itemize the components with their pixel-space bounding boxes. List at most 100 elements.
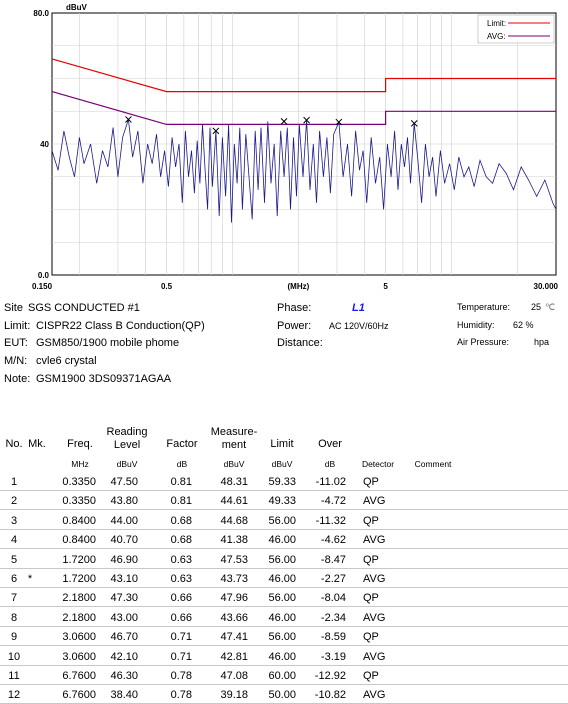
cell-limit: 46.00 [268, 573, 296, 585]
row-separator [0, 509, 568, 511]
cell-limit: 56.00 [268, 553, 296, 566]
cell-freq: 6.7600 [62, 670, 96, 682]
cell-factor: 0.71 [170, 650, 192, 663]
peak-marker [212, 127, 220, 135]
cell-factor: 0.71 [170, 631, 192, 644]
cell-limit: 46.00 [268, 611, 296, 624]
cell-measure: 44.68 [220, 514, 248, 527]
cell-over: -3.19 [320, 650, 346, 663]
cell-measure: 41.38 [220, 534, 248, 547]
cell-factor: 0.66 [170, 611, 192, 624]
cell-detector: QP [363, 592, 379, 605]
header-freq: Freq. [67, 438, 93, 450]
header-over: Over [318, 438, 342, 450]
cell-detector: AVG [363, 495, 386, 508]
peak-marker-stroke [410, 120, 418, 127]
x-tick-label: 30.000 [534, 282, 559, 291]
peak-marker [125, 116, 132, 123]
cell-measure: 39.18 [220, 689, 248, 702]
cell-factor: 0.78 [170, 689, 192, 702]
site-label: Site [4, 302, 23, 314]
cell-detector: AVG [363, 534, 386, 547]
cell-limit: 50.00 [268, 689, 296, 702]
cell-factor: 0.68 [170, 514, 192, 527]
cell-detector: QP [363, 553, 379, 566]
cell-over: -12.92 [314, 670, 346, 682]
row-separator [0, 684, 568, 685]
legend-label-limit: Limit: [487, 19, 506, 28]
cell-limit: 60.00 [268, 670, 296, 682]
cell-measure: 47.08 [220, 670, 248, 682]
note-label: Note: [4, 373, 31, 385]
unit-comment: Comment [414, 459, 452, 469]
cell-over: -11.02 [315, 476, 346, 488]
cell-no: 12 [7, 689, 21, 702]
cell-measure: 43.73 [220, 573, 248, 585]
cell-reading: 47.30 [110, 592, 138, 605]
humidity-label: Humidity: [457, 320, 495, 330]
y-tick-label: 40 [40, 140, 49, 149]
cell-limit: 59.33 [268, 476, 296, 488]
cell-freq: 2.1800 [62, 592, 96, 605]
header-factor: Factor [166, 438, 198, 450]
cell-measure: 44.61 [220, 495, 248, 508]
header-reading-2: Level [113, 439, 141, 451]
cell-no: 6 [10, 573, 18, 585]
temperature-label: Temperature: [457, 302, 511, 312]
site-value: SGS CONDUCTED #1 [28, 302, 140, 314]
y-tick-label: 0.0 [38, 271, 50, 280]
cell-over: -8.59 [320, 631, 346, 644]
power-label: Power: [277, 320, 312, 332]
peak-marker [280, 118, 288, 125]
cell-over: -10.82 [314, 689, 346, 702]
cell-freq: 0.8400 [62, 514, 96, 527]
cell-detector: QP [363, 631, 379, 644]
eut-value: GSM850/1900 mobile phome [36, 337, 180, 349]
cell-freq: 0.3350 [62, 495, 96, 508]
measurement-trace [51, 119, 557, 223]
cell-factor: 0.78 [170, 670, 192, 682]
note-value: GSM1900 3DS09371AGAA [36, 373, 172, 385]
cell-detector: AVG [363, 573, 386, 585]
cell-measure: 43.66 [220, 611, 248, 624]
unit-detector: Detector [361, 459, 395, 469]
distance-label: Distance: [277, 337, 323, 349]
unit-over: dB [324, 459, 336, 469]
cell-over: -11.32 [315, 514, 346, 527]
cell-reading: 46.30 [110, 670, 138, 682]
y-tick-label: 80.0 [33, 9, 49, 18]
cell-mk: * [27, 573, 33, 585]
cell-freq: 1.7200 [62, 553, 96, 566]
header-reading-1: Reading [106, 426, 148, 438]
cell-reading: 38.40 [110, 689, 138, 702]
peak-marker-stroke [125, 116, 132, 123]
row-separator [0, 528, 568, 530]
cell-no: 8 [10, 611, 18, 624]
air-pressure-unit: hpa [534, 337, 550, 347]
cell-reading: 40.70 [110, 534, 138, 547]
cell-freq: 6.7600 [62, 689, 96, 702]
cell-over: -8.47 [320, 553, 346, 566]
avg-limit-line [51, 91, 556, 126]
cell-measure: 42.81 [220, 650, 248, 663]
cell-detector: QP [363, 670, 379, 682]
row-separator [0, 548, 568, 550]
unit-measure: dBuV [223, 459, 245, 469]
tick-labels: 80.0 40 0.0 0.150 0.5 (MHz) 5 30.000 [32, 9, 559, 291]
cell-limit: 46.00 [268, 650, 296, 663]
peak-markers [125, 116, 418, 135]
cell-reading: 47.50 [110, 476, 138, 488]
cell-reading: 46.90 [110, 553, 138, 566]
cell-no: 10 [7, 650, 21, 663]
cell-over: -4.72 [320, 495, 346, 508]
cell-no: 2 [10, 495, 18, 508]
header-no: No. [5, 438, 23, 450]
peak-marker [410, 120, 418, 127]
peak-marker-stroke [303, 116, 310, 124]
cell-factor: 0.66 [170, 592, 192, 605]
cell-freq: 2.1800 [62, 611, 96, 624]
cell-factor: 0.81 [170, 476, 192, 488]
cell-detector: AVG [363, 650, 386, 663]
peak-marker-stroke [335, 118, 343, 126]
